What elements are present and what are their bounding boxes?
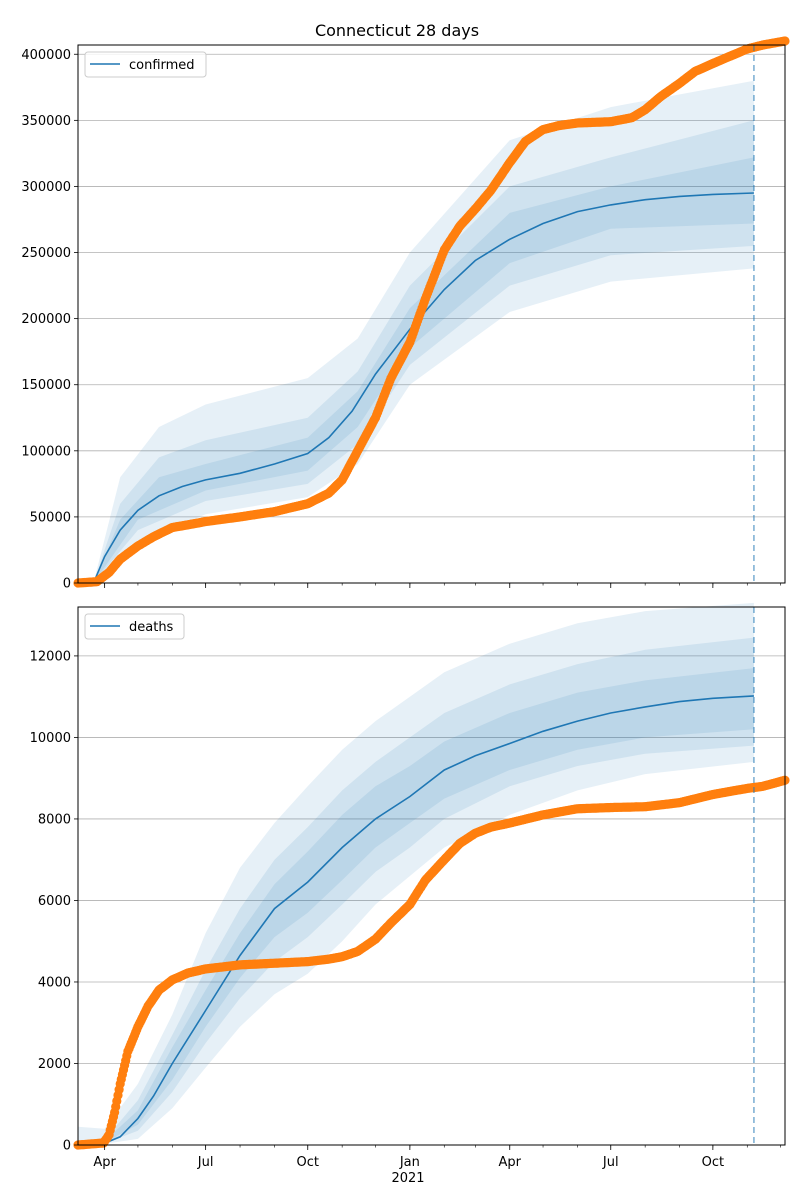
deaths-panel: 0 2000 4000 6000 8000 10000 12000 Apr Jul Oct Jan…: [30, 602, 790, 1170]
y-tick-label: 100000: [21, 444, 71, 459]
x-tick-label: Oct: [702, 1155, 724, 1170]
confirmed-model-line: [92, 192, 754, 584]
x-tick-label: Apr: [498, 1155, 521, 1170]
y-tick-label: 0: [63, 1139, 71, 1154]
y-tick-label: 4000: [38, 975, 71, 990]
uncertainty-band-2: [100, 637, 754, 1145]
y-tick-label: 0: [63, 577, 71, 592]
deaths-legend: deaths: [84, 613, 185, 640]
deaths-y-ticks: 0 2000 4000 6000 8000 10000 12000: [30, 649, 78, 1154]
legend-box: [84, 51, 207, 78]
deaths-axes-frame: [77, 606, 786, 1146]
x-tick-label: Jul: [197, 1155, 214, 1170]
y-tick-label: 300000: [21, 180, 71, 195]
x-tick-label: Oct: [297, 1155, 319, 1170]
deaths-x-ticks: Apr Jul Oct Jan Apr Jul Oct: [93, 1145, 781, 1170]
legend-box: [84, 613, 185, 640]
model-median-line: [99, 695, 754, 1146]
confirmed-legend: confirmed: [84, 51, 207, 78]
y-tick-label: 150000: [21, 378, 71, 393]
chart-title: Connecticut 28 days: [315, 21, 479, 40]
confirmed-gridlines: [78, 53, 785, 584]
confirmed-y-ticks: 0 50000 100000 150000 200000 250000 300000 3500…: [21, 48, 78, 592]
x-tick-label: Apr: [93, 1155, 116, 1170]
confirmed-axes-frame: [77, 44, 786, 584]
uncertainty-band-1: [93, 80, 754, 583]
y-tick-label: 400000: [21, 48, 71, 63]
y-tick-label: 12000: [30, 649, 71, 664]
confirmed-x-ticks: [104, 583, 781, 588]
legend-label-deaths: deaths: [129, 620, 174, 635]
y-tick-label: 6000: [38, 894, 71, 909]
legend-label-confirmed: confirmed: [129, 58, 195, 73]
observed-point: [780, 36, 790, 46]
confirmed-panel: 0 50000 100000 150000 200000 250000 300000 3500…: [21, 36, 790, 592]
uncertainty-band-3: [100, 668, 754, 1145]
y-tick-label: 10000: [30, 731, 71, 746]
x-year-label: 2021: [391, 1171, 424, 1186]
y-tick-label: 2000: [38, 1057, 71, 1072]
y-tick-label: 250000: [21, 246, 71, 261]
deaths-model-line: [99, 695, 754, 1146]
y-tick-label: 350000: [21, 114, 71, 129]
uncertainty-band-1: [78, 602, 754, 1144]
y-tick-label: 50000: [30, 510, 71, 525]
y-tick-label: 8000: [38, 812, 71, 827]
confirmed-uncertainty-bands: [93, 80, 754, 584]
uncertainty-band-3: [93, 157, 754, 583]
confirmed-observed-points: [73, 36, 790, 588]
uncertainty-band-2: [93, 120, 754, 584]
deaths-uncertainty-bands: [78, 602, 754, 1145]
y-tick-label: 200000: [21, 312, 71, 327]
x-tick-label: Jan: [399, 1155, 420, 1170]
x-tick-label: Jul: [602, 1155, 619, 1170]
model-median-line: [92, 192, 754, 584]
deaths-observed-points: [73, 775, 790, 1150]
